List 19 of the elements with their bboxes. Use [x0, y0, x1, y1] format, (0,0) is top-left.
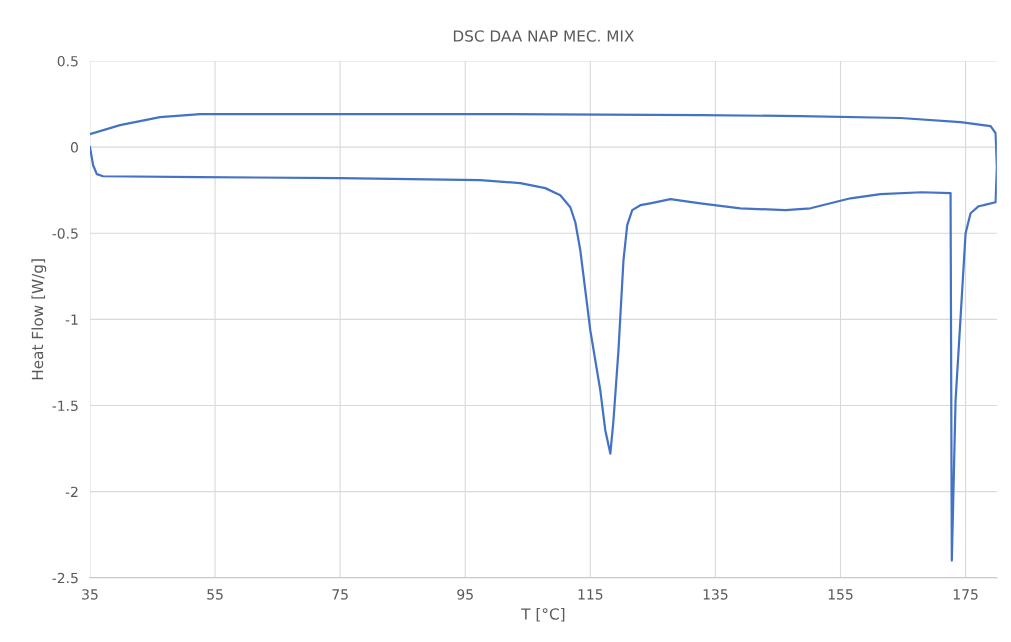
chart-title: DSC DAA NAP MEC. MIX	[453, 30, 634, 42]
y-axis-title: Heat Flow [W/g]	[31, 259, 47, 380]
y-tick-label: -2	[65, 486, 78, 497]
x-axis-title: T [°C]	[521, 607, 565, 622]
line-series	[89, 112, 997, 562]
y-tick-label: -1.5	[52, 400, 78, 411]
x-tick-label: 95	[457, 589, 473, 600]
x-tick-label: 35	[82, 589, 98, 600]
x-tick-label: 75	[332, 589, 348, 600]
x-tick-label: 135	[703, 589, 728, 600]
y-tick-label: -2.5	[52, 572, 78, 584]
y-tick-label: 0	[70, 142, 78, 153]
x-tick-label: 155	[828, 589, 853, 600]
x-tick-label: 115	[578, 589, 603, 600]
y-tick-label: -1	[65, 314, 78, 325]
x-tick-label: 55	[207, 589, 223, 600]
y-tick-label: -0.5	[52, 228, 78, 239]
y-tick-label: 0.5	[57, 55, 78, 67]
x-tick-label: 175	[953, 589, 978, 600]
